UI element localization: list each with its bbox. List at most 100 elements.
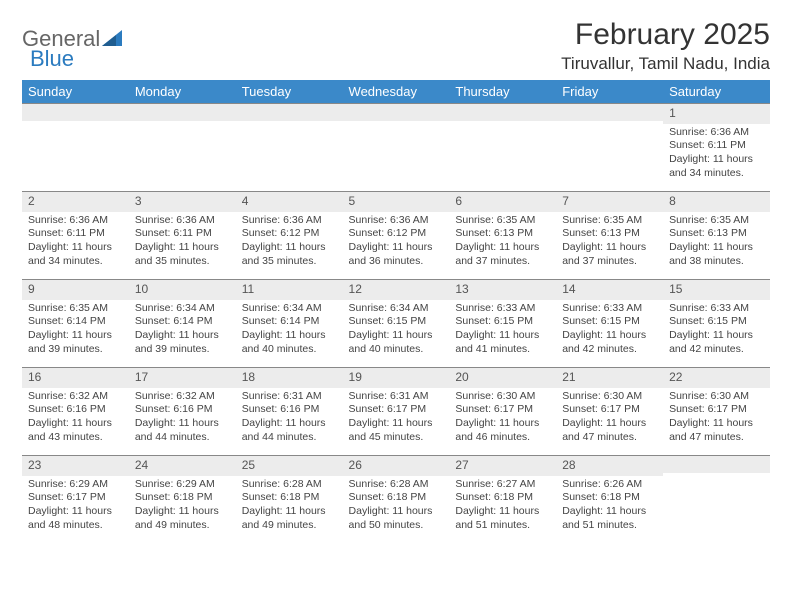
day-number bbox=[129, 103, 236, 121]
sunrise-text: Sunrise: 6:36 AM bbox=[242, 214, 337, 228]
sunset-text: Sunset: 6:14 PM bbox=[135, 315, 230, 329]
sunrise-text: Sunrise: 6:36 AM bbox=[669, 126, 764, 140]
day-number: 9 bbox=[22, 279, 129, 300]
daylight-text: Daylight: 11 hours and 49 minutes. bbox=[135, 505, 230, 532]
day-data: Sunrise: 6:30 AMSunset: 6:17 PMDaylight:… bbox=[449, 388, 556, 449]
daylight-text: Daylight: 11 hours and 51 minutes. bbox=[562, 505, 657, 532]
calendar-day-cell: 27 Sunrise: 6:27 AMSunset: 6:18 PMDayligh… bbox=[449, 455, 556, 543]
day-number: 28 bbox=[556, 455, 663, 476]
day-number: 16 bbox=[22, 367, 129, 388]
calendar-day-cell: 25Sunrise: 6:28 AMSunset: 6:18 PMDayligh… bbox=[236, 455, 343, 543]
daylight-text: Daylight: 11 hours and 37 minutes. bbox=[562, 241, 657, 268]
day-data: Sunrise: 6:30 AMSunset: 6:17 PMDaylight:… bbox=[556, 388, 663, 449]
sunrise-text: Sunrise: 6:34 AM bbox=[242, 302, 337, 316]
day-number: 19 bbox=[343, 367, 450, 388]
day-number: 14 bbox=[556, 279, 663, 300]
sunrise-text: Sunrise: 6:27 AM bbox=[455, 478, 550, 492]
sunset-text: Sunset: 6:13 PM bbox=[562, 227, 657, 241]
sunset-text: Sunset: 6:16 PM bbox=[28, 403, 123, 417]
day-number: 11 bbox=[236, 279, 343, 300]
daylight-text: Daylight: 11 hours and 50 minutes. bbox=[349, 505, 444, 532]
calendar-day-cell: 8Sunrise: 6:35 AMSunset: 6:13 PMDaylight… bbox=[663, 191, 770, 279]
day-data: Sunrise: 6:35 AMSunset: 6:13 PMDaylight:… bbox=[556, 212, 663, 273]
calendar-day-cell: 9Sunrise: 6:35 AMSunset: 6:14 PMDaylight… bbox=[22, 279, 129, 367]
sunrise-text: Sunrise: 6:30 AM bbox=[562, 390, 657, 404]
sunrise-text: Sunrise: 6:33 AM bbox=[455, 302, 550, 316]
calendar-table: SundayMondayTuesdayWednesdayThursdayFrid… bbox=[22, 80, 770, 543]
sunset-text: Sunset: 6:15 PM bbox=[455, 315, 550, 329]
calendar-day-cell bbox=[449, 103, 556, 191]
sunrise-text: Sunrise: 6:33 AM bbox=[669, 302, 764, 316]
day-number: 5 bbox=[343, 191, 450, 212]
weekday-header: Thursday bbox=[449, 80, 556, 103]
daylight-text: Daylight: 11 hours and 51 minutes. bbox=[455, 505, 550, 532]
sunset-text: Sunset: 6:12 PM bbox=[242, 227, 337, 241]
daylight-text: Daylight: 11 hours and 36 minutes. bbox=[349, 241, 444, 268]
day-number: 7 bbox=[556, 191, 663, 212]
sunrise-text: Sunrise: 6:35 AM bbox=[28, 302, 123, 316]
weekday-header: Sunday bbox=[22, 80, 129, 103]
day-data: Sunrise: 6:36 AMSunset: 6:11 PMDaylight:… bbox=[129, 212, 236, 273]
day-data: Sunrise: 6:35 AMSunset: 6:13 PMDaylight:… bbox=[663, 212, 770, 273]
calendar-day-cell: 3Sunrise: 6:36 AMSunset: 6:11 PMDaylight… bbox=[129, 191, 236, 279]
sunrise-text: Sunrise: 6:34 AM bbox=[135, 302, 230, 316]
day-number: 27 bbox=[449, 455, 556, 476]
calendar-day-cell: 10Sunrise: 6:34 AMSunset: 6:14 PMDayligh… bbox=[129, 279, 236, 367]
calendar-day-cell: 5Sunrise: 6:36 AMSunset: 6:12 PMDaylight… bbox=[343, 191, 450, 279]
sunset-text: Sunset: 6:11 PM bbox=[28, 227, 123, 241]
calendar-day-cell: 20Sunrise: 6:30 AMSunset: 6:17 PMDayligh… bbox=[449, 367, 556, 455]
calendar-day-cell: 4Sunrise: 6:36 AMSunset: 6:12 PMDaylight… bbox=[236, 191, 343, 279]
day-data: Sunrise: 6:35 AMSunset: 6:14 PMDaylight:… bbox=[22, 300, 129, 361]
day-data: Sunrise: 6:26 AMSunset: 6:18 PMDaylight:… bbox=[556, 476, 663, 537]
day-number: 24 bbox=[129, 455, 236, 476]
calendar-day-cell: 21Sunrise: 6:30 AMSunset: 6:17 PMDayligh… bbox=[556, 367, 663, 455]
day-number: 1 bbox=[663, 103, 770, 124]
day-data: Sunrise: 6:36 AMSunset: 6:12 PMDaylight:… bbox=[343, 212, 450, 273]
day-number bbox=[22, 103, 129, 121]
day-number: 23 bbox=[22, 455, 129, 476]
day-number: 13 bbox=[449, 279, 556, 300]
calendar-day-cell: 2Sunrise: 6:36 AMSunset: 6:11 PMDaylight… bbox=[22, 191, 129, 279]
brand-triangle-icon bbox=[102, 30, 124, 48]
day-data: Sunrise: 6:34 AMSunset: 6:14 PMDaylight:… bbox=[236, 300, 343, 361]
day-number: 17 bbox=[129, 367, 236, 388]
day-number: 4 bbox=[236, 191, 343, 212]
sunrise-text: Sunrise: 6:36 AM bbox=[28, 214, 123, 228]
sunrise-text: Sunrise: 6:32 AM bbox=[28, 390, 123, 404]
calendar-day-cell: 19Sunrise: 6:31 AMSunset: 6:17 PMDayligh… bbox=[343, 367, 450, 455]
sunrise-text: Sunrise: 6:31 AM bbox=[242, 390, 337, 404]
calendar-day-cell: 18Sunrise: 6:31 AMSunset: 6:16 PMDayligh… bbox=[236, 367, 343, 455]
day-number bbox=[236, 103, 343, 121]
sunrise-text: Sunrise: 6:35 AM bbox=[455, 214, 550, 228]
day-data: Sunrise: 6:33 AMSunset: 6:15 PMDaylight:… bbox=[663, 300, 770, 361]
sunset-text: Sunset: 6:17 PM bbox=[28, 491, 123, 505]
sunrise-text: Sunrise: 6:35 AM bbox=[669, 214, 764, 228]
day-data: Sunrise: 6:34 AMSunset: 6:14 PMDaylight:… bbox=[129, 300, 236, 361]
daylight-text: Daylight: 11 hours and 44 minutes. bbox=[242, 417, 337, 444]
day-data: Sunrise: 6:33 AMSunset: 6:15 PMDaylight:… bbox=[449, 300, 556, 361]
calendar-day-cell bbox=[22, 103, 129, 191]
calendar-day-cell: 17Sunrise: 6:32 AMSunset: 6:16 PMDayligh… bbox=[129, 367, 236, 455]
sunset-text: Sunset: 6:18 PM bbox=[455, 491, 550, 505]
location: Tiruvallur, Tamil Nadu, India bbox=[561, 54, 770, 74]
day-data: Sunrise: 6:31 AMSunset: 6:17 PMDaylight:… bbox=[343, 388, 450, 449]
day-number: 8 bbox=[663, 191, 770, 212]
day-data: Sunrise: 6:28 AMSunset: 6:18 PMDaylight:… bbox=[236, 476, 343, 537]
daylight-text: Daylight: 11 hours and 47 minutes. bbox=[562, 417, 657, 444]
calendar-day-cell: 24Sunrise: 6:29 AMSunset: 6:18 PMDayligh… bbox=[129, 455, 236, 543]
day-data: Sunrise: 6:32 AMSunset: 6:16 PMDaylight:… bbox=[129, 388, 236, 449]
day-number: 25 bbox=[236, 455, 343, 476]
day-data: Sunrise: 6:36 AMSunset: 6:12 PMDaylight:… bbox=[236, 212, 343, 273]
sunrise-text: Sunrise: 6:30 AM bbox=[669, 390, 764, 404]
sunrise-text: Sunrise: 6:35 AM bbox=[562, 214, 657, 228]
calendar-day-cell: 15Sunrise: 6:33 AMSunset: 6:15 PMDayligh… bbox=[663, 279, 770, 367]
header: General February 2025 Tiruvallur, Tamil … bbox=[22, 18, 770, 74]
day-number: 26 bbox=[343, 455, 450, 476]
day-number bbox=[556, 103, 663, 121]
daylight-text: Daylight: 11 hours and 44 minutes. bbox=[135, 417, 230, 444]
sunset-text: Sunset: 6:17 PM bbox=[669, 403, 764, 417]
day-number: 21 bbox=[556, 367, 663, 388]
calendar-day-cell: 12Sunrise: 6:34 AMSunset: 6:15 PMDayligh… bbox=[343, 279, 450, 367]
calendar-day-cell: 11Sunrise: 6:34 AMSunset: 6:14 PMDayligh… bbox=[236, 279, 343, 367]
sunrise-text: Sunrise: 6:29 AM bbox=[135, 478, 230, 492]
